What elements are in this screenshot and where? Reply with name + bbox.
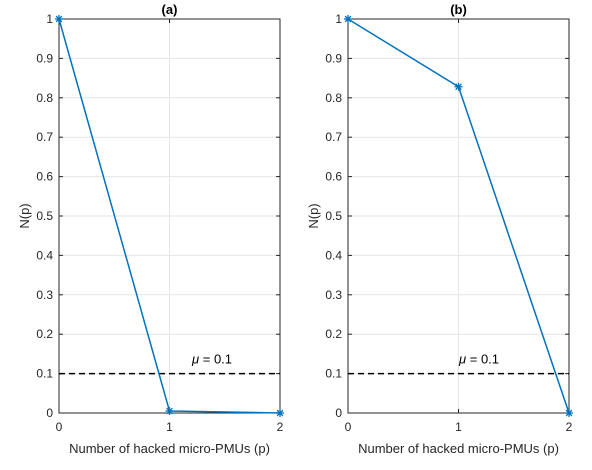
data-point (55, 15, 63, 23)
data-point (276, 409, 284, 417)
y-tick-label: 0.7 (36, 130, 53, 144)
y-tick-label: 0.8 (325, 91, 342, 105)
x-tick-label: 0 (56, 420, 63, 434)
x-axis-label: Number of hacked micro-PMUs (p) (69, 441, 270, 456)
y-tick-label: 0.5 (325, 209, 342, 223)
mu-symbol: μ (458, 352, 466, 367)
y-tick-label: 0.3 (325, 288, 342, 302)
data-point (165, 407, 174, 416)
y-tick-label: 0.9 (36, 51, 53, 65)
x-tick-label: 2 (277, 420, 284, 434)
x-tick-label: 2 (566, 420, 573, 434)
y-tick-label: 0.7 (325, 130, 342, 144)
y-tick-label: 0.4 (325, 248, 342, 262)
data-point (565, 409, 573, 417)
chart-title: (b) (450, 2, 467, 17)
x-tick-label: 0 (345, 420, 352, 434)
y-tick-label: 0.6 (325, 170, 342, 184)
subplot-a: 0 0.1 0.2 0.3 0.4 0.5 0.6 0.7 0.8 0.9 1 0 1 2 μ = 0.1 (… (17, 2, 284, 456)
subplot-b: 0 0.1 0.2 0.3 0.4 0.5 0.6 0.7 0.8 0.9 1 0 1 2 μ = 0.1 (… (306, 2, 573, 456)
y-tick-label: 0.2 (325, 327, 342, 341)
annotation-value: = 0.1 (199, 352, 232, 367)
x-tick-label: 1 (166, 420, 173, 434)
data-point (454, 82, 463, 91)
data-point (344, 15, 352, 23)
y-tick-label: 0 (46, 406, 53, 420)
y-axis-label: N(p) (306, 203, 321, 228)
y-tick-label: 0.5 (36, 209, 53, 223)
x-tick-label: 1 (455, 420, 462, 434)
y-tick-label: 0.4 (36, 248, 53, 262)
y-tick-label: 1 (335, 12, 342, 26)
y-tick-label: 0.9 (325, 51, 342, 65)
y-tick-label: 0.3 (36, 288, 53, 302)
annotation-value: = 0.1 (466, 352, 499, 367)
mu-symbol: μ (191, 352, 199, 367)
y-tick-label: 0 (335, 406, 342, 420)
threshold-annotation: μ = 0.1 (191, 352, 232, 367)
y-tick-label: 0.6 (36, 170, 53, 184)
y-tick-label: 0.2 (36, 327, 53, 341)
y-tick-label: 1 (46, 12, 53, 26)
y-tick-label: 0.8 (36, 91, 53, 105)
threshold-annotation: μ = 0.1 (458, 352, 499, 367)
y-tick-label: 0.1 (36, 367, 53, 381)
y-tick-label: 0.1 (325, 367, 342, 381)
y-axis-label: N(p) (17, 203, 32, 228)
x-axis-label: Number of hacked micro-PMUs (p) (358, 441, 559, 456)
chart-title: (a) (162, 2, 178, 17)
